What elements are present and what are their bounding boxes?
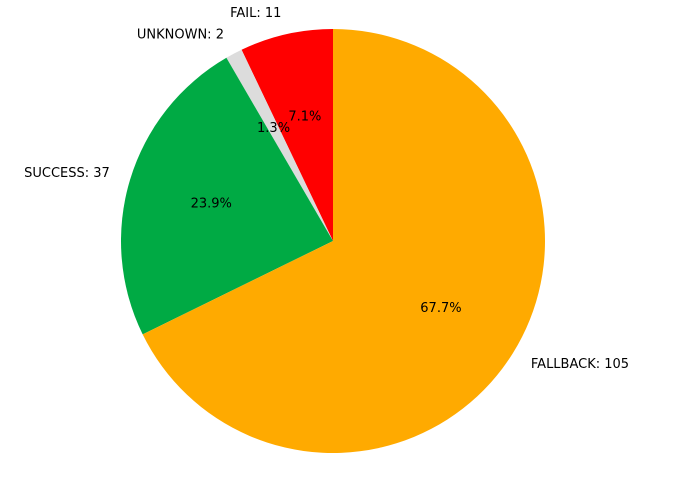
slice-percent-label: 67.7%: [420, 301, 461, 316]
slice-labels: FAIL: 11 UNKNOWN: 2 SUCCESS: 37 FALLBACK: 1…: [24, 6, 629, 372]
slice-name-label: FALLBACK: 105: [531, 357, 629, 372]
pie-slices: [120, 28, 545, 453]
slice-percent-label: 23.9%: [191, 197, 232, 212]
slice-name-label: SUCCESS: 37: [24, 166, 110, 181]
slice-name-label: UNKNOWN: 2: [137, 27, 224, 42]
pie-slice-2: [120, 57, 333, 335]
slice-percent-label: 1.3%: [257, 121, 290, 136]
pie-slice-0: [241, 29, 333, 241]
slice-percent-label: 7.1%: [288, 109, 321, 124]
percent-labels: 7.1%1.3% 23.9% 67.7%: [191, 109, 462, 315]
slice-name-label: FAIL: 11: [230, 6, 281, 21]
pie-slice-1: [226, 49, 333, 241]
pie-slice-3: [142, 28, 545, 453]
